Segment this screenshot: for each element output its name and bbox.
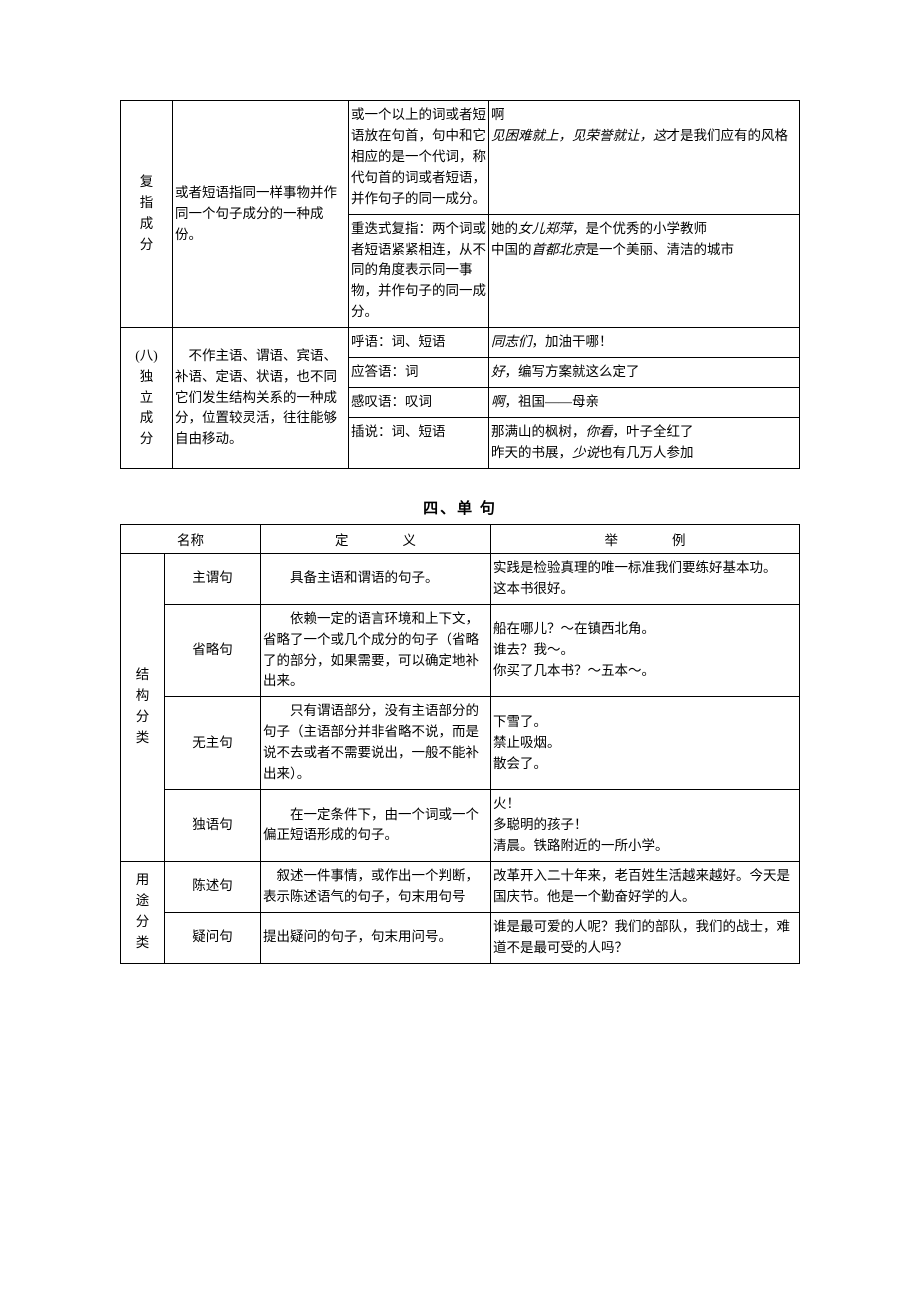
section-title: 四、单 句 xyxy=(120,497,800,518)
table-row: 结构分类 主谓句 具备主语和谓语的句子。 实践是检验真理的唯一标准我们要练好基本… xyxy=(121,553,800,604)
cell-ex-3: 同志们，加油干哪！ xyxy=(489,328,800,358)
table-row: 复指成分 或者短语指同一样事物并作同一个句子成分的一种成份。 或一个以上的词或者… xyxy=(121,101,800,215)
row-ex: 下雪了。禁止吸烟。散会了。 xyxy=(491,697,800,790)
table-simple-sentence: 名称 定 义 举 例 结构分类 主谓句 具备主语和谓语的句子。 实践是检验真理的… xyxy=(120,524,800,964)
col-name: 名称 xyxy=(121,524,261,553)
row-def: 叙述一件事情，或作出一个判断，表示陈述语气的句子，句末用句号 xyxy=(261,861,491,912)
cell-ex-4: 好，编写方案就这么定了 xyxy=(489,358,800,388)
row-name: 主谓句 xyxy=(165,553,261,604)
row-ex: 火！多聪明的孩子！清晨。铁路附近的一所小学。 xyxy=(491,790,800,862)
row-name: 陈述句 xyxy=(165,861,261,912)
table-sentence-components: 复指成分 或者短语指同一样事物并作同一个句子成分的一种成份。 或一个以上的词或者… xyxy=(120,100,800,469)
cell-sub-4: 应答语：词 xyxy=(349,358,489,388)
row-def: 只有谓语部分，没有主语部分的句子（主语部分并非省略不说，而是说不去或者不需要说出… xyxy=(261,697,491,790)
row-name: 无主句 xyxy=(165,697,261,790)
cell-label-duli: (八)独立成分 xyxy=(121,328,173,469)
cell-sub-5: 感叹语：叹词 xyxy=(349,388,489,418)
row-ex: 实践是检验真理的唯一标准我们要练好基本功。这本书很好。 xyxy=(491,553,800,604)
cell-ex-1: 啊 见困难就上，见荣誉就让，这才是我们应有的风格 xyxy=(489,101,800,215)
ex-text: 啊 xyxy=(491,107,505,122)
cell-ex-5: 啊，祖国——母亲 xyxy=(489,388,800,418)
row-def: 在一定条件下，由一个词或一个偏正短语形成的句子。 xyxy=(261,790,491,862)
row-def: 依赖一定的语言环境和上下文，省略了一个或几个成分的句子（省略了的部分，如果需要，… xyxy=(261,604,491,697)
ex-text-italic: 见困难就上，见荣誉就让，这 xyxy=(491,128,667,143)
cell-sub-2: 重迭式复指：两个词或者短语紧紧相连，从不同的角度表示同一事物，并作句子的同一成分… xyxy=(349,214,489,328)
col-def: 定 义 xyxy=(261,524,491,553)
row-name: 疑问句 xyxy=(165,912,261,963)
cell-ex-6: 那满山的枫树，你看，叶子全红了 昨天的书展，少说也有几万人参加 xyxy=(489,417,800,468)
row-ex: 谁是最可爱的人呢？我们的部队，我们的战士，难道不是最可受的人吗？ xyxy=(491,912,800,963)
row-ex: 改革开入二十年来，老百姓生活越来越好。今天是国庆节。他是一个勤奋好学的人。 xyxy=(491,861,800,912)
row-ex: 船在哪儿？～在镇西北角。谁去？我～。你买了几本书？～五本～。 xyxy=(491,604,800,697)
table-row: 省略句 依赖一定的语言环境和上下文，省略了一个或几个成分的句子（省略了的部分，如… xyxy=(121,604,800,697)
cell-sub-3: 呼语：词、短语 xyxy=(349,328,489,358)
col-ex: 举 例 xyxy=(491,524,800,553)
row-def: 具备主语和谓语的句子。 xyxy=(261,553,491,604)
row-def: 提出疑问的句子，句末用问号。 xyxy=(261,912,491,963)
table-row: 疑问句 提出疑问的句子，句末用问号。 谁是最可爱的人呢？我们的部队，我们的战士，… xyxy=(121,912,800,963)
cell-def-fuzhi: 或者短语指同一样事物并作同一个句子成分的一种成份。 xyxy=(173,101,349,328)
cell-label-fuzhi: 复指成分 xyxy=(121,101,173,328)
table-row: (八)独立成分 不作主语、谓语、宾语、补语、定语、状语，也不同它们发生结构关系的… xyxy=(121,328,800,358)
group-usage: 用途分类 xyxy=(121,861,165,963)
cell-ex-2: 她的女儿郑萍，是个优秀的小学教师 中国的首都北京是一个美丽、清洁的城市 xyxy=(489,214,800,328)
row-name: 独语句 xyxy=(165,790,261,862)
group-structure: 结构分类 xyxy=(121,553,165,861)
ex-text: 才是我们应有的风格 xyxy=(667,128,789,143)
cell-sub-1: 或一个以上的词或者短语放在句首，句中和它相应的是一个代词，称代句首的词或者短语，… xyxy=(349,101,489,215)
table-row: 无主句 只有谓语部分，没有主语部分的句子（主语部分并非省略不说，而是说不去或者不… xyxy=(121,697,800,790)
table-row: 独语句 在一定条件下，由一个词或一个偏正短语形成的句子。 火！多聪明的孩子！清晨… xyxy=(121,790,800,862)
cell-sub-6: 插说：词、短语 xyxy=(349,417,489,468)
cell-def-duli: 不作主语、谓语、宾语、补语、定语、状语，也不同它们发生结构关系的一种成分，位置较… xyxy=(173,328,349,469)
table-row: 用途分类 陈述句 叙述一件事情，或作出一个判断，表示陈述语气的句子，句末用句号 … xyxy=(121,861,800,912)
table-header-row: 名称 定 义 举 例 xyxy=(121,524,800,553)
row-name: 省略句 xyxy=(165,604,261,697)
